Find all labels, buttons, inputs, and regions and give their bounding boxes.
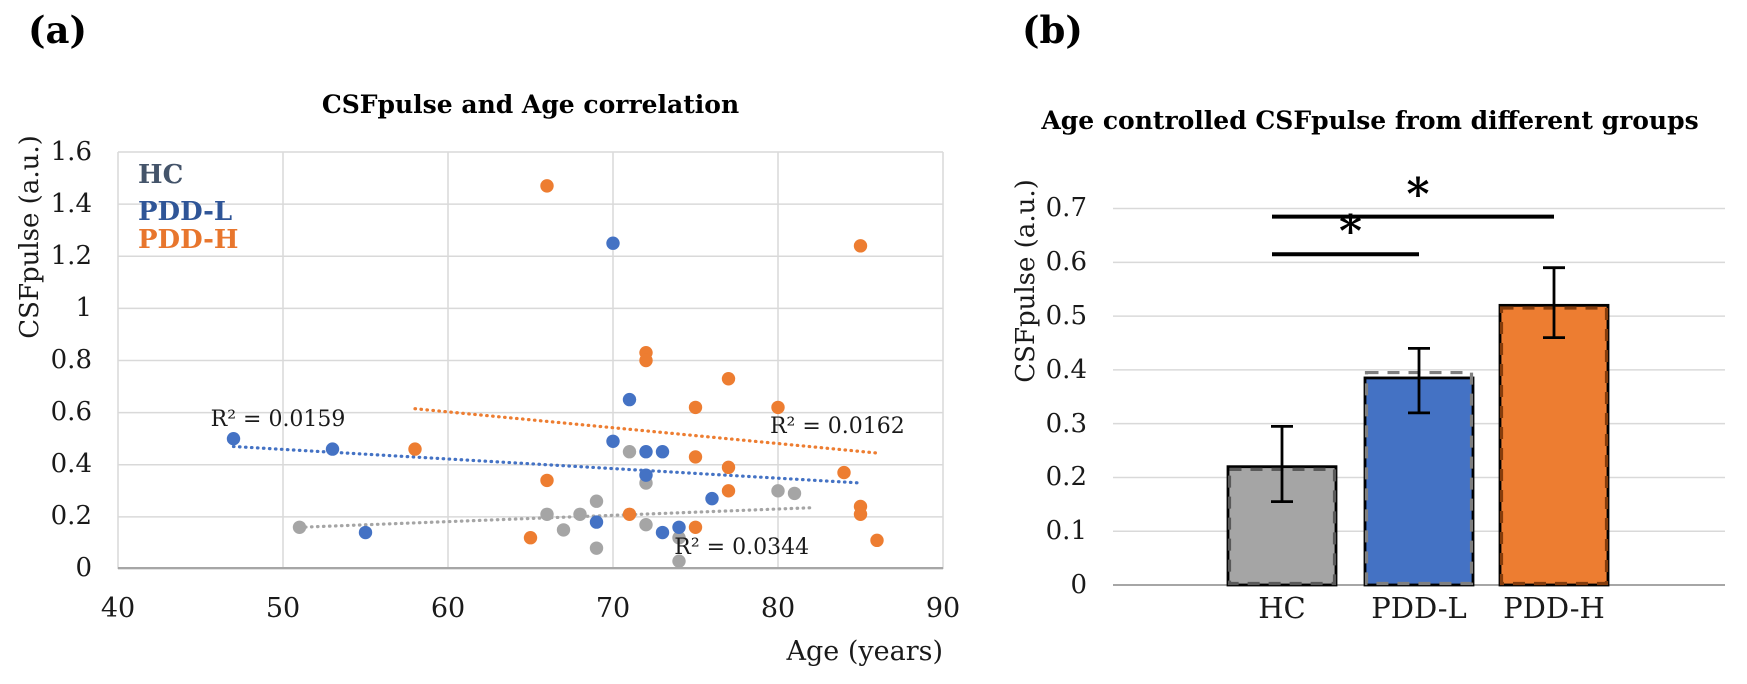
scatter-point-PDD-L <box>655 525 670 540</box>
bar-chart <box>1113 207 1725 587</box>
scatter-point-PDD-H <box>688 450 703 464</box>
panel-b-label: (b) <box>1022 8 1083 52</box>
scatter-point-HC <box>787 486 802 501</box>
panel-a-title: CSFpulse and Age correlation <box>321 90 740 119</box>
scatter-point-PDD-L <box>672 520 686 534</box>
scatter-point-PDD-L <box>226 431 241 446</box>
a-y-tick: 1.6 <box>50 137 92 167</box>
bar-PDD-H <box>1498 303 1610 587</box>
r2-annotation-PDD-H: R² = 0.0162 <box>769 413 905 439</box>
scatter-point-PDD-L <box>325 442 340 456</box>
trendline-PDD-L <box>231 444 863 485</box>
scatter-plot <box>117 151 944 570</box>
scatter-point-HC <box>556 523 571 537</box>
scatter-point-PDD-H <box>408 442 422 456</box>
a-x-tick: 40 <box>100 593 136 624</box>
a-y-tick: 1.2 <box>50 241 92 271</box>
panel-b-title: Age controlled CSFpulse from different g… <box>1041 106 1699 135</box>
a-x-tick: 50 <box>265 593 301 624</box>
significance-star-0: * <box>1338 206 1362 258</box>
legend-item-pdd-h: PDD-H <box>138 225 239 255</box>
scatter-point-HC <box>573 507 587 521</box>
scatter-point-PDD-L <box>606 434 620 448</box>
scatter-point-PDD-H <box>540 179 554 193</box>
b-y-tick: 0.3 <box>1045 409 1087 439</box>
trendline-HC <box>297 506 813 529</box>
scatter-point-HC <box>672 554 686 568</box>
a-y-tick: 0.8 <box>50 345 92 375</box>
b-y-tick: 0.2 <box>1045 462 1087 492</box>
scatter-point-HC <box>540 507 554 521</box>
scatter-point-HC <box>639 517 653 532</box>
significance-star-1: * <box>1406 168 1430 220</box>
scatter-point-PDD-H <box>771 400 785 415</box>
b-y-tick: 0 <box>1070 570 1087 600</box>
scatter-point-HC <box>589 494 604 508</box>
legend-item-hc: HC <box>138 160 184 190</box>
a-y-tick: 1 <box>75 293 92 323</box>
scatter-point-PDD-H <box>639 353 653 368</box>
a-y-tick: 0.4 <box>50 449 92 479</box>
scatter-point-PDD-L <box>639 468 653 482</box>
scatter-point-PDD-H <box>721 460 736 475</box>
scatter-point-PDD-L <box>622 392 637 407</box>
legend-item-pdd-l: PDD-L <box>138 197 233 227</box>
a-x-tick: 90 <box>925 593 961 624</box>
a-x-tick: 60 <box>430 593 466 624</box>
scatter-point-PDD-H <box>688 520 703 534</box>
r2-annotation-PDD-L: R² = 0.0159 <box>210 407 346 433</box>
scatter-point-PDD-H <box>837 465 851 480</box>
scatter-point-PDD-L <box>705 491 719 506</box>
scatter-point-PDD-L <box>358 525 373 540</box>
scatter-point-PDD-L <box>639 445 653 459</box>
scatter-point-HC <box>672 531 686 545</box>
a-y-tick: 0.6 <box>50 397 92 427</box>
scatter-point-PDD-H <box>870 533 884 548</box>
b-y-tick: 0.6 <box>1045 247 1087 277</box>
a-y-axis-title: CSFpulse (a.u.) <box>15 135 45 339</box>
scatter-point-HC <box>622 445 637 459</box>
b-y-axis-title: CSFpulse (a.u.) <box>1011 179 1041 383</box>
scatter-point-PDD-H <box>523 531 538 545</box>
b-category-pdd-l: PDD-L <box>1371 591 1467 625</box>
scatter-point-PDD-H <box>688 400 703 415</box>
scatter-point-PDD-H <box>721 484 736 498</box>
scatter-point-PDD-L <box>589 515 604 529</box>
scatter-point-PDD-H <box>721 372 736 386</box>
scatter-point-PDD-L <box>606 236 620 250</box>
b-category-hc: HC <box>1258 591 1306 625</box>
a-x-axis-title: Age (years) <box>786 636 943 667</box>
scatter-point-PDD-H <box>853 507 868 521</box>
scatter-point-PDD-L <box>655 445 670 459</box>
a-y-tick: 0 <box>75 553 92 583</box>
b-y-tick: 0.5 <box>1045 301 1087 331</box>
scatter-point-PDD-H <box>540 473 554 488</box>
a-y-tick: 0.2 <box>50 501 92 531</box>
b-y-tick: 0.4 <box>1045 355 1087 385</box>
scatter-point-PDD-H <box>622 507 637 521</box>
a-x-tick: 80 <box>760 593 796 624</box>
trendline-PDD-H <box>413 407 879 455</box>
scatter-point-HC <box>771 484 785 498</box>
scatter-point-HC <box>589 541 604 555</box>
scatter-point-HC <box>292 520 307 534</box>
r2-annotation-HC: R² = 0.0344 <box>674 535 810 561</box>
b-category-pdd-h: PDD-H <box>1503 591 1605 625</box>
a-y-tick: 1.4 <box>50 189 92 219</box>
scatter-point-PDD-H <box>853 239 868 253</box>
b-y-tick: 0.1 <box>1045 516 1087 546</box>
b-y-tick: 0.7 <box>1045 193 1087 223</box>
panel-a-label: (a) <box>28 8 87 52</box>
a-x-tick: 70 <box>595 593 631 624</box>
